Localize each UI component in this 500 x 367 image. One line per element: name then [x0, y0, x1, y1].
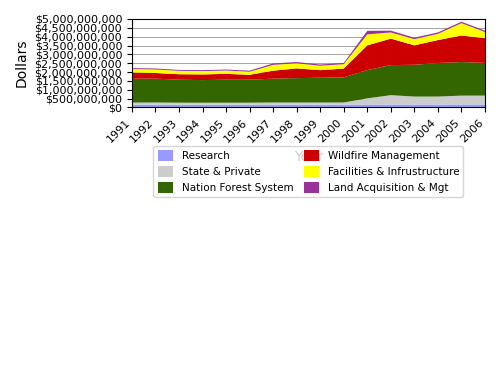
Y-axis label: Dollars: Dollars: [15, 39, 29, 87]
Legend: Research, State & Private, Nation Forest System, Wildfire Management, Facilities: Research, State & Private, Nation Forest…: [154, 146, 464, 197]
X-axis label: Year: Year: [294, 150, 323, 164]
